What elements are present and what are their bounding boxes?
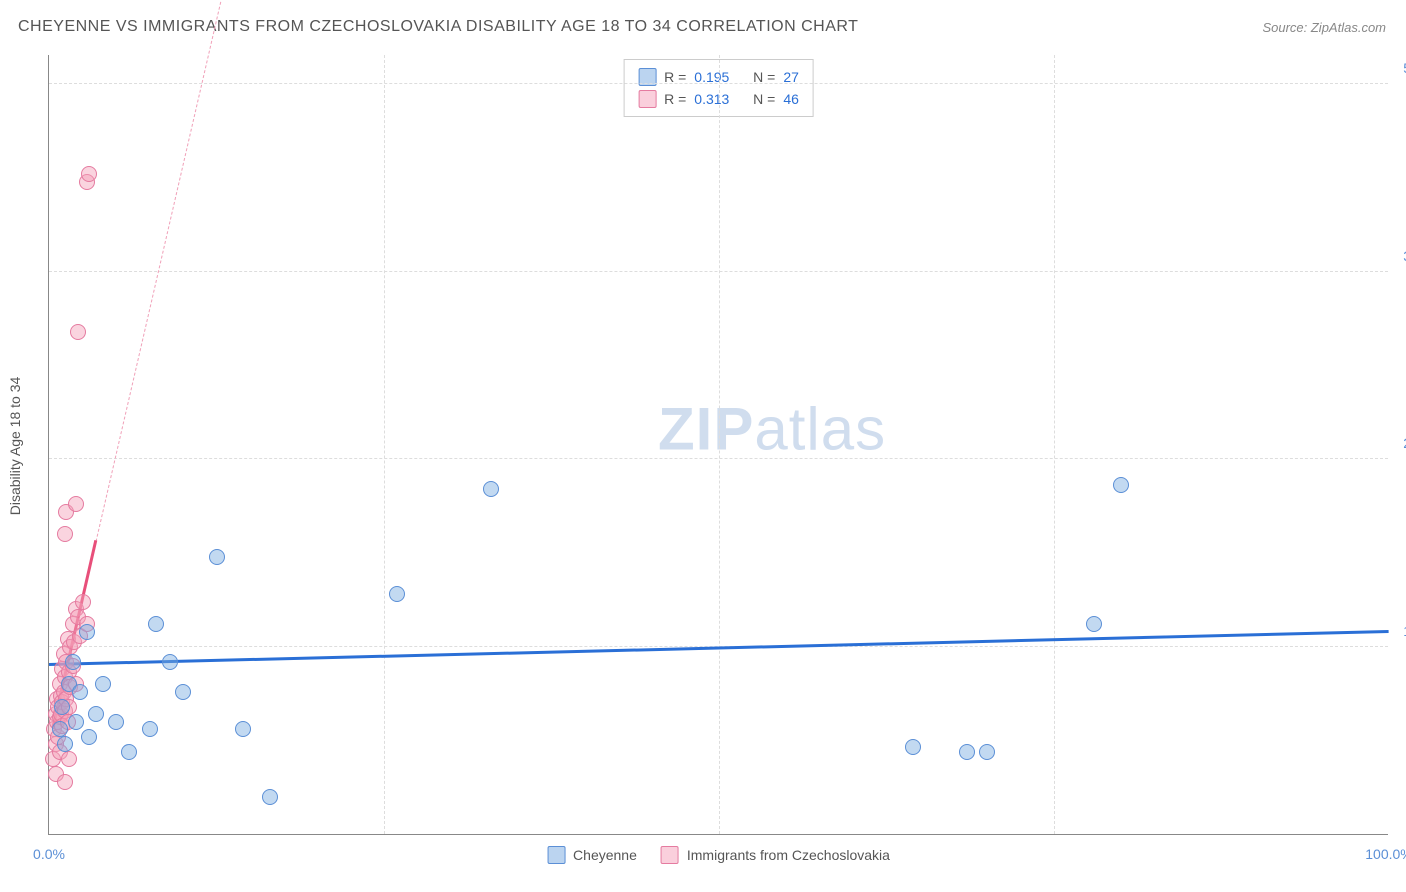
legend-swatch-a — [547, 846, 565, 864]
data-point — [262, 789, 278, 805]
source-attribution: Source: ZipAtlas.com — [1262, 20, 1386, 35]
data-point — [175, 684, 191, 700]
data-point — [57, 774, 73, 790]
data-point — [209, 549, 225, 565]
data-point — [1113, 477, 1129, 493]
watermark-zip: ZIP — [658, 395, 754, 462]
gridline-v — [384, 55, 385, 834]
data-point — [1086, 616, 1102, 632]
data-point — [70, 324, 86, 340]
data-point — [68, 496, 84, 512]
data-point — [95, 676, 111, 692]
legend-n-label: N = — [753, 91, 775, 107]
data-point — [52, 721, 68, 737]
legend-label-b: Immigrants from Czechoslovakia — [687, 847, 890, 863]
gridline-v — [719, 55, 720, 834]
data-point — [979, 744, 995, 760]
y-tick-label: 50.0% — [1393, 60, 1406, 76]
data-point — [57, 526, 73, 542]
data-point — [389, 586, 405, 602]
data-point — [65, 654, 81, 670]
data-point — [81, 729, 97, 745]
data-point — [88, 706, 104, 722]
legend-swatch-b — [638, 90, 656, 108]
chart-title: CHEYENNE VS IMMIGRANTS FROM CZECHOSLOVAK… — [18, 18, 858, 36]
legend-swatch-b — [661, 846, 679, 864]
data-point — [142, 721, 158, 737]
data-point — [57, 736, 73, 752]
data-point — [959, 744, 975, 760]
x-tick-label: 0.0% — [33, 846, 65, 862]
data-point — [235, 721, 251, 737]
y-tick-label: 12.5% — [1393, 623, 1406, 639]
data-point — [148, 616, 164, 632]
data-point — [54, 699, 70, 715]
watermark-atlas: atlas — [754, 395, 886, 462]
y-axis-label: Disability Age 18 to 34 — [7, 377, 23, 516]
data-point — [72, 684, 88, 700]
y-tick-label: 37.5% — [1393, 248, 1406, 264]
data-point — [121, 744, 137, 760]
legend-r-value-b: 0.313 — [694, 91, 729, 107]
gridline-v — [1054, 55, 1055, 834]
data-point — [75, 594, 91, 610]
data-point — [61, 751, 77, 767]
legend-item-b: Immigrants from Czechoslovakia — [661, 846, 890, 864]
data-point — [68, 714, 84, 730]
legend-item-a: Cheyenne — [547, 846, 637, 864]
data-point — [81, 166, 97, 182]
data-point — [79, 624, 95, 640]
chart-plot-area: ZIPatlas R = 0.195 N = 27 R = 0.313 N = … — [48, 55, 1388, 835]
data-point — [162, 654, 178, 670]
x-tick-label: 100.0% — [1365, 846, 1406, 862]
legend-label-a: Cheyenne — [573, 847, 637, 863]
data-point — [483, 481, 499, 497]
data-point — [108, 714, 124, 730]
data-point — [905, 739, 921, 755]
legend-series: Cheyenne Immigrants from Czechoslovakia — [547, 846, 890, 864]
y-tick-label: 25.0% — [1393, 435, 1406, 451]
watermark: ZIPatlas — [658, 394, 886, 463]
legend-r-label: R = — [664, 91, 686, 107]
legend-n-value-b: 46 — [783, 91, 799, 107]
